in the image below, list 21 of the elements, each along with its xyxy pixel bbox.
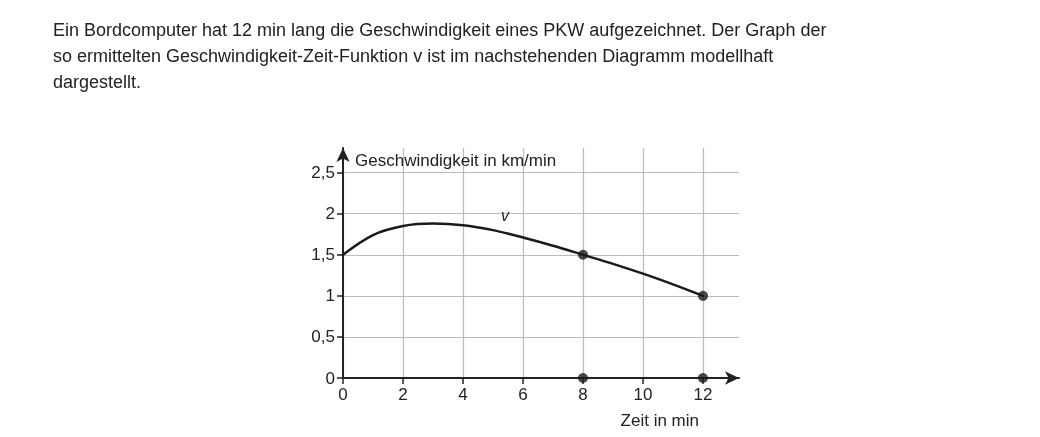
x-tick-label: 10 <box>633 385 653 404</box>
x-tick-label: 2 <box>398 385 408 404</box>
y-tick-label: 1 <box>325 286 335 306</box>
y-tick-label: 2,5 <box>311 163 335 183</box>
point <box>698 290 708 301</box>
y-tick-label: 0,5 <box>311 327 335 347</box>
x-tick-label: 4 <box>458 385 468 404</box>
y-axis-title: Geschwindigkeit in km/min <box>355 151 557 170</box>
x-tick-label: 6 <box>518 385 528 404</box>
x-tick-label: 0 <box>338 385 348 404</box>
point <box>578 373 588 383</box>
series-label: v <box>501 206 510 224</box>
x-axis-title: Zeit in min <box>620 411 699 430</box>
x-tick-label: 8 <box>578 385 588 404</box>
point <box>578 249 588 260</box>
point <box>698 373 708 383</box>
y-tick-label: 1,5 <box>311 245 335 265</box>
x-tick-label: 12 <box>693 385 713 404</box>
y-tick-label: 0 <box>325 368 335 388</box>
y-tick-label: 2 <box>325 204 335 224</box>
chart-title: Ein Bordcomputer hat 12 min lang die Geschwindigkeit eines PKW aufgezeichnet. Der Graph der so ermittelten Geschwindigkeit-Zeit-Funktion v ist im nachstehenden Diagramm modellhaft dargestellt. <box>53 20 832 92</box>
